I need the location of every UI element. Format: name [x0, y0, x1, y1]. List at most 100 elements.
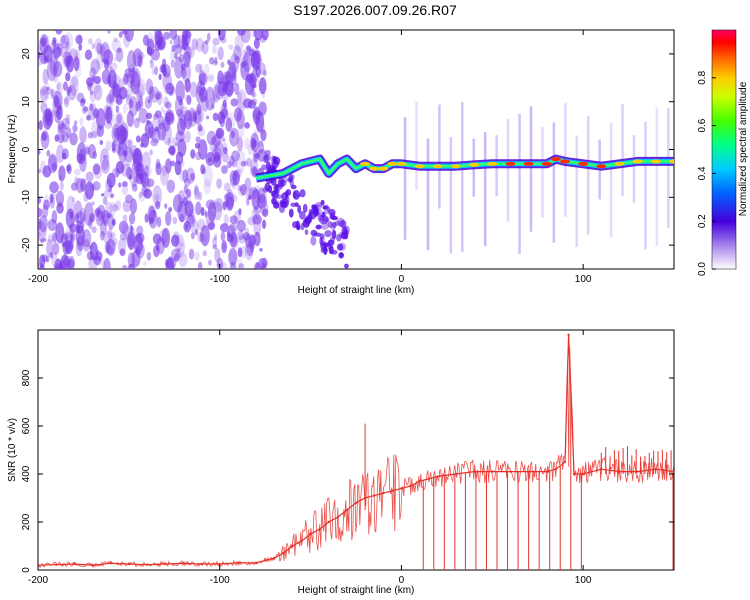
snr-ytick-label: 600 — [21, 417, 32, 434]
speckle-mark — [165, 82, 175, 95]
snr-frame — [37, 329, 675, 571]
speckle-mark — [38, 197, 42, 204]
speckle-mark — [258, 77, 267, 95]
streak-mark — [290, 184, 297, 190]
speckle-mark — [152, 113, 159, 120]
speckle-mark — [254, 184, 261, 196]
speckle-mark — [65, 208, 75, 228]
speckle-mark — [251, 188, 261, 210]
streak-mark — [275, 194, 283, 199]
speckle-mark — [109, 232, 116, 239]
speckle-mark — [111, 237, 118, 247]
speckle-mark — [108, 65, 113, 72]
speckle-mark — [54, 101, 64, 115]
speckle-mark — [261, 30, 269, 41]
speckle-mark — [231, 150, 241, 162]
speckle-mark — [165, 109, 174, 123]
colorbar-tick-label: 0.6 — [697, 118, 708, 132]
speckle-mark — [212, 60, 219, 66]
speckle-mark — [109, 193, 115, 199]
speckle-mark — [79, 117, 84, 127]
speckle-mark — [206, 115, 210, 120]
speckle-mark — [248, 186, 259, 200]
speckle-mark — [56, 43, 64, 51]
speckle-mark — [114, 127, 120, 140]
speckle-mark — [186, 189, 192, 197]
speckle-mark — [79, 126, 87, 144]
speckle-mark — [61, 132, 70, 143]
speckle-mark — [114, 111, 124, 131]
streak-mark — [300, 222, 305, 231]
streak-mark — [336, 234, 342, 242]
speckle-mark — [73, 56, 80, 72]
speckle-mark — [178, 169, 185, 182]
colorbar-ticks: 0.0 0.2 0.4 0.6 0.8 — [697, 70, 716, 276]
speckle-mark — [95, 207, 102, 216]
speckle-mark — [250, 207, 261, 220]
speckle-mark — [69, 132, 78, 146]
speckle-mark — [263, 70, 267, 76]
colorbar-label: Normalized spectral amplitude — [738, 81, 749, 216]
speckle-mark — [183, 109, 193, 130]
speckle-mark — [58, 46, 68, 58]
speckle-mark — [44, 110, 54, 127]
streak-mark — [268, 184, 273, 194]
speckle-mark — [71, 196, 75, 203]
streak-mark — [332, 221, 337, 229]
speckle-mark — [92, 163, 101, 175]
speckle-mark — [46, 149, 51, 157]
speckle-mark — [65, 72, 71, 82]
speckle-mark — [109, 201, 116, 217]
speckle-mark — [216, 257, 224, 269]
speckle-mark — [222, 99, 227, 109]
streak-mark — [319, 233, 325, 240]
speckle-mark — [111, 39, 122, 52]
speckle-mark — [213, 155, 222, 168]
speckle-mark — [242, 51, 252, 73]
ridge-peak — [541, 161, 552, 166]
speckle-mark — [38, 221, 47, 242]
speckle-mark — [143, 188, 152, 199]
speckle-mark — [123, 233, 129, 243]
speckle-mark — [182, 169, 189, 183]
speckle-mark — [115, 143, 121, 155]
ridge-peak — [632, 159, 643, 164]
speckle-mark — [171, 234, 180, 247]
speckle-mark — [197, 231, 203, 243]
speckle-mark — [57, 122, 67, 134]
speckle-mark — [253, 30, 264, 41]
speckle-mark — [128, 174, 132, 181]
speckle-mark — [230, 170, 237, 188]
speckle-mark — [186, 204, 197, 219]
speckle-mark — [122, 128, 129, 143]
speckle-mark — [75, 240, 83, 257]
speckle-mark — [54, 134, 59, 142]
speckle-mark — [196, 103, 202, 115]
speckle-mark — [215, 127, 225, 139]
speckle-mark — [103, 105, 110, 120]
speckle-mark — [106, 106, 115, 126]
speckle-mark — [261, 164, 267, 171]
speckle-mark — [253, 37, 260, 50]
speckle-mark — [245, 198, 250, 206]
speckle-mark — [195, 151, 202, 161]
speckle-mark — [47, 153, 58, 174]
spectrogram-xtick-label: 0 — [399, 274, 405, 285]
speckle-mark — [154, 110, 162, 118]
speckle-mark — [190, 172, 195, 181]
speckle-mark — [214, 140, 224, 160]
speckle-mark — [250, 52, 260, 68]
speckle-mark — [183, 44, 192, 63]
snr-xtick-label: 0 — [399, 575, 405, 586]
speckle-mark — [236, 30, 246, 36]
speckle-mark — [79, 207, 87, 222]
speckle-mark — [94, 208, 101, 218]
speckle-mark — [112, 203, 119, 212]
speckle-mark — [204, 39, 209, 45]
speckle-mark — [224, 194, 228, 199]
speckle-mark — [105, 140, 112, 152]
speckle-mark — [118, 139, 128, 151]
speckle-mark — [136, 116, 141, 123]
speckle-mark — [61, 117, 70, 130]
